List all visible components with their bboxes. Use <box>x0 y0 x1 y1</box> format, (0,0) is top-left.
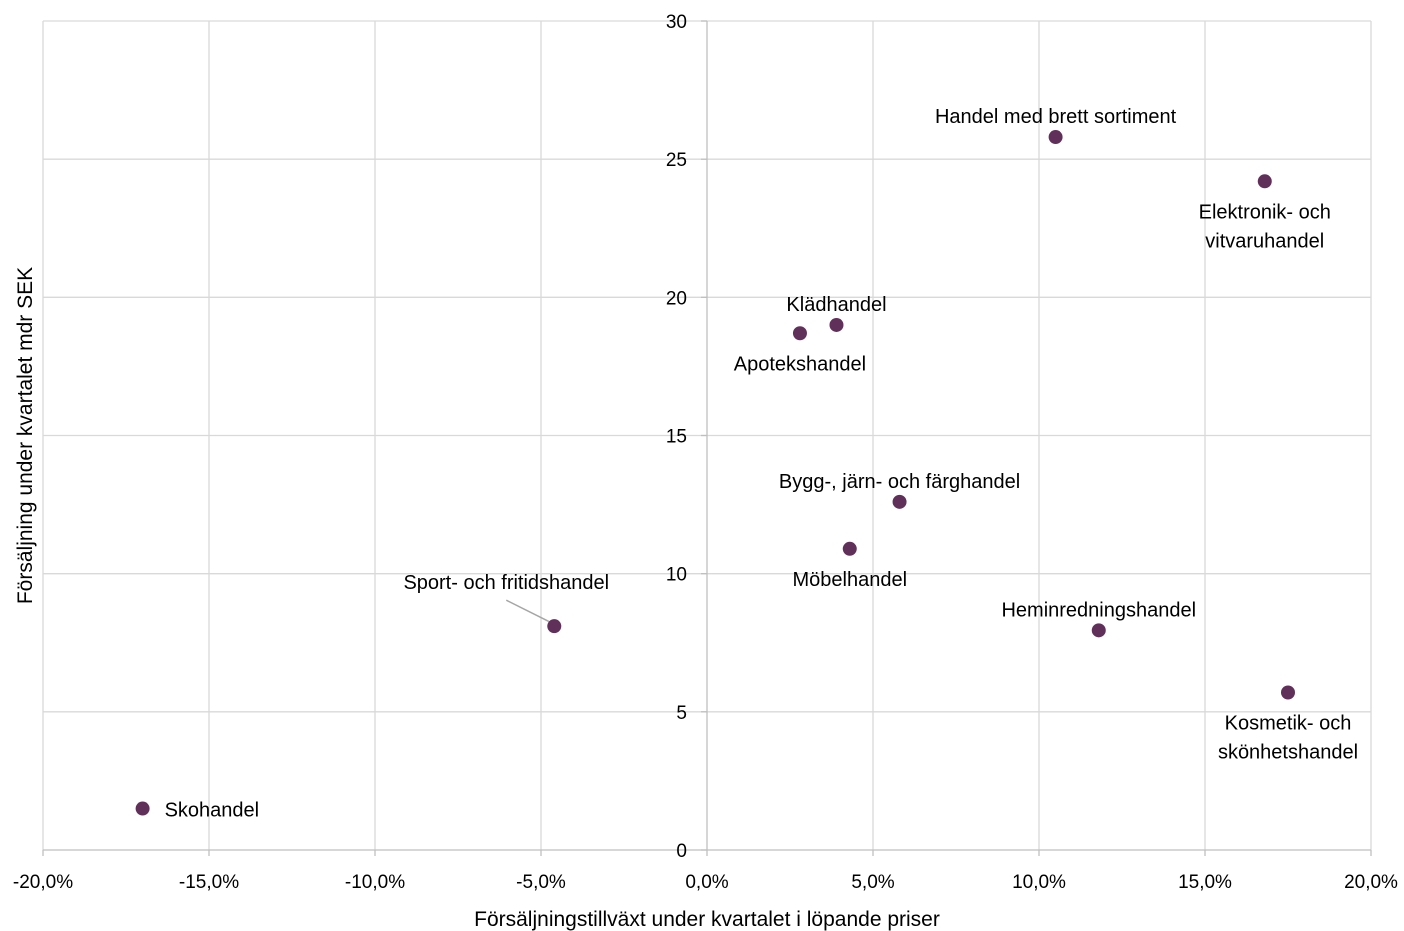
x-tick-label: -10,0% <box>345 872 405 893</box>
y-tick-label: 10 <box>666 565 687 586</box>
y-axis-title: Försäljning under kvartalet mdr SEK <box>14 267 37 604</box>
point-label-line: Möbelhandel <box>792 569 907 591</box>
point-label-line: Bygg-, järn- och färghandel <box>779 471 1020 493</box>
x-tick-label: 0,0% <box>685 872 728 893</box>
data-point <box>792 326 807 341</box>
axes <box>42 20 1372 856</box>
y-tick-label: 30 <box>666 12 687 33</box>
data-point <box>1048 130 1063 145</box>
x-tick-label: 20,0% <box>1344 872 1398 893</box>
data-point <box>1281 685 1295 700</box>
data-point <box>842 541 857 556</box>
point-label: Möbelhandel <box>792 569 907 591</box>
data-point <box>1091 623 1106 638</box>
y-tick-label: 0 <box>676 841 687 862</box>
data-point <box>547 619 562 634</box>
point-label-line: Kosmetik- och <box>1225 712 1352 734</box>
x-tick-label: -5,0% <box>516 872 566 893</box>
point-label-line: Handel med brett sortiment <box>935 106 1177 128</box>
x-axis-title: Försäljningstillväxt under kvartalet i l… <box>474 908 940 931</box>
data-point <box>1257 174 1272 189</box>
point-label-line: Sport- och fritidshandel <box>403 572 609 594</box>
point-label: Handel med brett sortiment <box>935 106 1177 128</box>
data-point <box>829 317 844 332</box>
point-label: Kosmetik- och skönhetshandel <box>1218 712 1358 763</box>
y-tick-label: 15 <box>666 427 687 448</box>
point-label-line: Klädhandel <box>786 294 886 316</box>
y-tick-label: 5 <box>676 703 687 724</box>
point-label: Heminredningshandel <box>1001 599 1196 621</box>
point-label: Bygg-, järn- och färghandel <box>779 471 1020 493</box>
point-label-line: Elektronik- och <box>1199 201 1331 223</box>
point-labels: Handel med brett sortiment Elektronik- oc… <box>165 106 1358 821</box>
point-label-line: Apotekshandel <box>734 353 866 375</box>
data-point <box>135 801 150 816</box>
data-point <box>892 494 907 509</box>
point-label-line: vitvaruhandel <box>1205 230 1324 252</box>
data-points <box>135 130 1295 816</box>
point-label: Elektronik- och vitvaruhandel <box>1199 201 1331 252</box>
x-tick-label: 15,0% <box>1178 872 1232 893</box>
point-label: Apotekshandel <box>734 353 866 375</box>
x-tick-label: 5,0% <box>851 872 894 893</box>
x-tick-label: 10,0% <box>1012 872 1066 893</box>
y-tick-label: 25 <box>666 150 687 171</box>
leader-line <box>505 599 551 623</box>
point-label: Sport- och fritidshandel <box>403 572 609 594</box>
y-tick-label: 20 <box>666 288 687 309</box>
tick-labels: -20,0% -15,0% -10,0% -5,0% 0,0% 5,0% 10,0% 15,0… <box>13 12 1398 893</box>
point-label-line: Skohandel <box>165 800 260 822</box>
point-label-line: skönhetshandel <box>1218 741 1358 763</box>
leader-lines <box>505 599 551 623</box>
point-label: Klädhandel <box>786 294 886 316</box>
x-tick-label: -15,0% <box>179 872 239 893</box>
point-label-line: Heminredningshandel <box>1001 599 1196 621</box>
point-label: Skohandel <box>165 800 260 822</box>
x-tick-label: -20,0% <box>13 872 73 893</box>
